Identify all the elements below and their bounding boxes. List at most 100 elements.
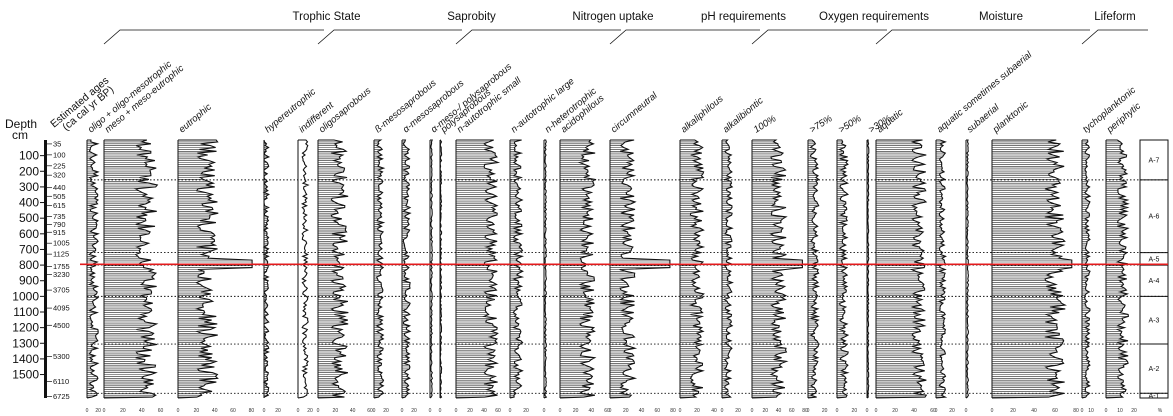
percent-tick-13-2: 40 [589, 408, 595, 414]
percent-tick-14-3: 60 [654, 408, 660, 414]
percent-tick-11-0: 0 [509, 408, 512, 414]
taxon-column-25 [1081, 139, 1092, 399]
percent-tick-2-2: 40 [212, 408, 218, 414]
depth-label-7: 800 [19, 258, 39, 272]
taxon-column-15 [679, 139, 706, 399]
zone-label-1: A-6 [1149, 214, 1160, 221]
group-headers: Trophic State Saprobity Nitrogen uptake pH … [103, 11, 1148, 45]
percent-tick-5-1: 20 [333, 408, 339, 414]
taxon-column-20 [866, 139, 870, 399]
column-curve-22 [935, 139, 948, 399]
column-curve-14 [609, 139, 671, 399]
taxon-column-24 [991, 139, 1073, 399]
group-bracket-4 [751, 29, 887, 45]
column-curve-11 [509, 139, 525, 399]
percent-tick-24-2: 40 [1031, 408, 1037, 414]
column-curve-3 [262, 139, 271, 399]
taxon-column-1 [103, 139, 159, 399]
depth-label-1: 200 [19, 164, 39, 178]
column-curve-19 [836, 139, 850, 399]
percent-tick-10-1: 20 [467, 408, 473, 414]
percent-tick-16-1: 20 [735, 408, 741, 414]
column-title-19: >50% [837, 113, 864, 136]
age-label-6: 615 [53, 201, 66, 210]
percent-tick-2-1: 20 [194, 408, 200, 414]
percent-tick-4-0: 0 [297, 408, 300, 414]
column-curve-0 [86, 139, 100, 399]
taxon-column-2 [177, 139, 253, 399]
zone-column-frame [1139, 139, 1169, 399]
percent-tick-6-0: 0 [373, 408, 376, 414]
group-bracket-3 [609, 29, 760, 45]
zone-label-0: A-7 [1149, 157, 1160, 164]
column-bars-15 [680, 139, 704, 398]
percent-unit: % [1158, 408, 1163, 414]
age-label-5: 505 [53, 192, 66, 201]
column-curve-15 [679, 139, 706, 399]
percent-tick-6-1: 20 [383, 408, 389, 414]
group-bracket-6 [1081, 29, 1148, 45]
column-curve-16 [721, 139, 734, 399]
percent-tick-26-2: 20 [1131, 408, 1137, 414]
depth-label-14: 1500 [12, 368, 39, 382]
taxon-column-16 [721, 139, 734, 399]
age-label-12: 1755 [53, 262, 70, 271]
column-curve-25 [1081, 139, 1092, 399]
percent-tick-5-0: 0 [317, 408, 320, 414]
column-bars-0 [87, 139, 99, 398]
column-title-2: eutrophic [177, 102, 214, 136]
age-label-10: 1005 [53, 239, 70, 248]
percent-tick-1-0: 0 [103, 408, 106, 414]
taxon-column-5 [317, 139, 349, 399]
group-bracket-0 [103, 29, 324, 45]
taxon-column-3 [262, 139, 271, 399]
depth-label-0: 100 [19, 149, 39, 163]
column-curve-1 [103, 139, 159, 399]
percent-tick-26-1: 10 [1117, 408, 1123, 414]
depth-label-3: 400 [19, 196, 39, 210]
taxon-column-7 [401, 139, 412, 399]
age-label-14: 3705 [53, 286, 70, 295]
percent-tick-2-3: 60 [230, 408, 236, 414]
percent-tick-0-0: 0 [86, 408, 89, 414]
age-label-4: 440 [53, 183, 66, 192]
percent-tick-25-1: 10 [1088, 408, 1094, 414]
depth-label-9: 1000 [12, 289, 39, 303]
percent-tick-4-1: 20 [307, 408, 313, 414]
percent-tick-10-0: 0 [455, 408, 458, 414]
percent-tick-21-2: 40 [911, 408, 917, 414]
bottom-percent-ticks: 0 20 0 20 40 60 0 20 40 60 80 0 20 0 20 0 20 40 60 0 20 0 20 0 0… [86, 408, 1163, 414]
taxon-column-14 [609, 139, 671, 399]
depth-label-10: 1100 [13, 305, 39, 319]
column-title-18: >75% [808, 113, 835, 136]
percent-tick-14-1: 20 [623, 408, 629, 414]
percent-tick-26-0: 0 [1105, 408, 1108, 414]
age-label-9: 915 [53, 228, 66, 237]
group-header-1: Saprobity [447, 11, 496, 23]
column-curve-21 [875, 139, 928, 399]
age-label-17: 5300 [53, 352, 70, 361]
taxon-column-10 [455, 139, 501, 399]
percent-tick-18-1: 20 [822, 408, 828, 414]
percent-tick-17-3: 60 [789, 408, 795, 414]
column-curve-7 [401, 139, 412, 399]
percent-tick-16-0: 0 [721, 408, 724, 414]
group-bracket-1 [317, 29, 462, 45]
zone-label-3: A-4 [1149, 278, 1160, 285]
percent-tick-9-0: 0 [439, 408, 442, 414]
percent-tick-10-3: 60 [495, 408, 501, 414]
column-curve-13 [559, 139, 597, 399]
column-title-15: alkaliphilous [679, 93, 726, 135]
taxon-column-21 [875, 139, 928, 399]
column-curve-8 [429, 139, 434, 399]
percent-tick-15-2: 40 [711, 408, 717, 414]
percent-tick-24-3: 60 [1052, 408, 1058, 414]
percent-tick-13-1: 20 [573, 408, 579, 414]
column-curve-4 [297, 139, 310, 399]
age-label-7: 735 [53, 212, 66, 221]
depth-label-2: 300 [19, 180, 39, 194]
taxon-column-11 [509, 139, 525, 399]
percent-tick-13-3: 60 [604, 408, 610, 414]
percent-tick-21-3: 60 [930, 408, 936, 414]
depth-axis-title: Depth [5, 117, 37, 131]
